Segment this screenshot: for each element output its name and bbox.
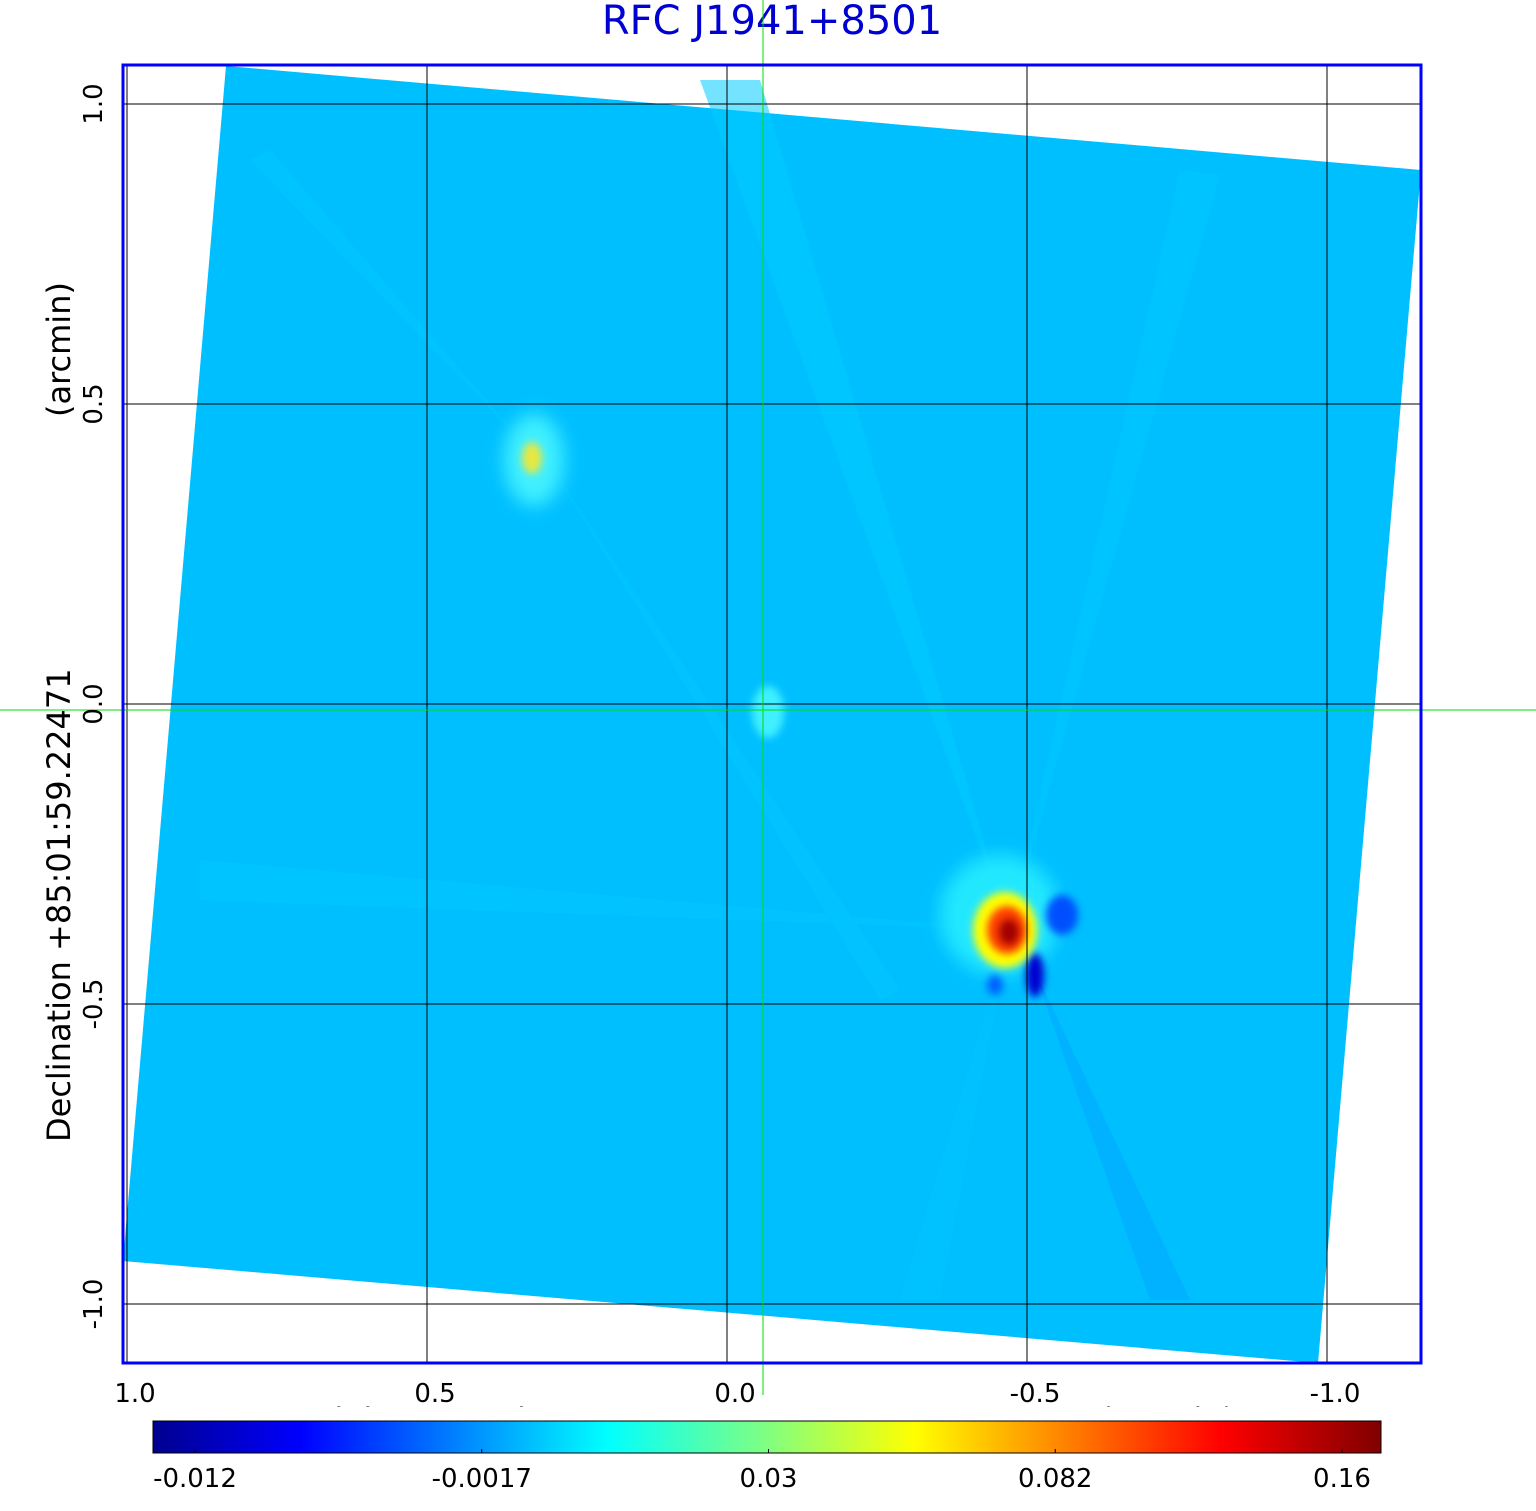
- y-tick-label: 0.5: [79, 383, 109, 424]
- streak: [250, 150, 530, 450]
- y-tick-label: -0.5: [79, 979, 109, 1030]
- colorbar-tick-label: -0.012: [153, 1464, 237, 1494]
- y-tick-label: 1.0: [79, 83, 109, 124]
- crosshair: [0, 0, 1536, 1395]
- streak: [1030, 960, 1190, 1300]
- negative-lobe: [1026, 953, 1044, 997]
- source-core: [522, 442, 542, 474]
- y-tick-label: 0.0: [79, 683, 109, 724]
- streak: [540, 450, 900, 1000]
- x-tick-label: 0.0: [714, 1379, 755, 1409]
- source-central: [752, 686, 784, 738]
- streak: [700, 80, 1010, 930]
- negative-lobe: [1046, 895, 1078, 935]
- colorbar-tick-labels: -0.012 -0.0017 0.03 0.082 0.16: [153, 1449, 1371, 1494]
- y-axis-unit: (arcmin): [40, 282, 78, 417]
- streak: [200, 860, 1010, 930]
- x-tick-label: 1.0: [114, 1379, 155, 1409]
- chart-title: RFC J1941+8501: [602, 0, 942, 44]
- diffraction-streaks: [200, 80, 1220, 1300]
- plot-frame: [121, 63, 1423, 1365]
- plot-area: [123, 66, 1421, 1363]
- colorbar-tick-label: -0.0017: [432, 1464, 532, 1494]
- y-axis-title: Declination +85:01:59.22471: [40, 668, 78, 1142]
- grid-lines: [123, 65, 1421, 1363]
- x-tick-labels: 1.0 0.5 0.0 -0.5 -1.0: [114, 1379, 1360, 1409]
- source-north-east: [504, 414, 564, 506]
- x-tick-label: -0.5: [1010, 1379, 1061, 1409]
- colorbar-tick-label: 0.082: [1018, 1464, 1092, 1494]
- source-halo: [752, 686, 784, 738]
- colorbar-tick-label: 0.03: [740, 1464, 798, 1494]
- x-tick-label: 0.5: [414, 1379, 455, 1409]
- negative-lobe: [987, 975, 1003, 995]
- streak: [900, 930, 1010, 1300]
- source-peak: [999, 919, 1019, 945]
- colorbar-tick-label: 0.16: [1313, 1464, 1371, 1494]
- source-south-west: [940, 855, 1078, 997]
- x-tick-label: -1.0: [1310, 1379, 1361, 1409]
- colorbar: [152, 1420, 1382, 1454]
- y-tick-labels: 1.0 0.5 0.0 -0.5 -1.0: [79, 83, 109, 1329]
- y-tick-label: -1.0: [79, 1279, 109, 1330]
- streak: [1010, 170, 1220, 930]
